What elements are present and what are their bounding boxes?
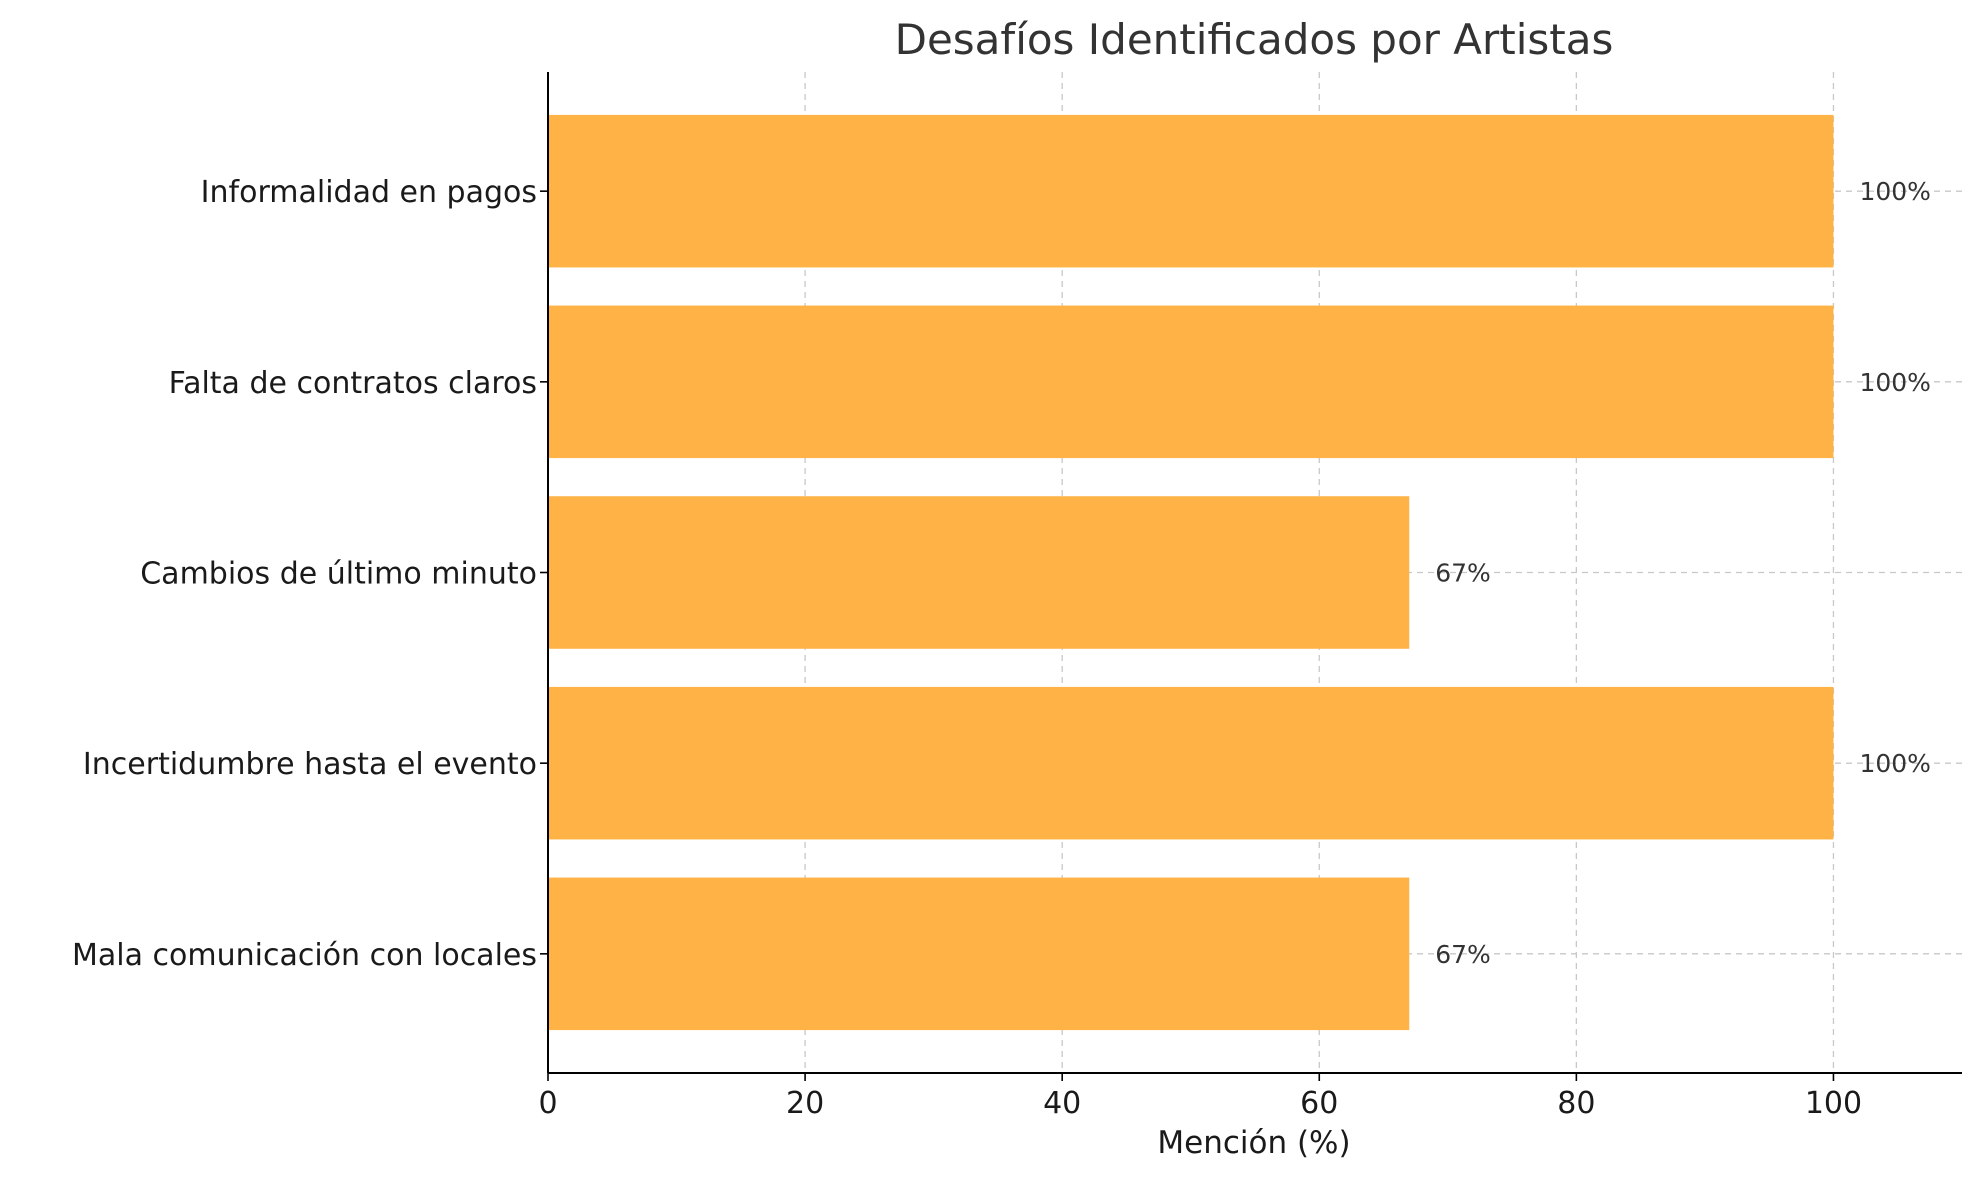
data-label: 100% <box>1859 177 1930 206</box>
bar <box>548 686 1834 840</box>
data-label: 100% <box>1859 368 1930 397</box>
y-tick-label: Cambios de último minuto <box>140 557 537 592</box>
bar <box>548 496 1410 649</box>
x-tick-label: 100 <box>1805 1086 1862 1121</box>
y-tick-label: Informalidad en pagos <box>201 175 537 210</box>
chart-title: Desafíos Identificados por Artistas <box>895 15 1614 64</box>
data-label: 67% <box>1435 940 1491 969</box>
data-label: 67% <box>1435 559 1491 588</box>
axes-layer: Informalidad en pagos Falta de contratos … <box>72 72 1962 1121</box>
labels-layer: 100% 100% 67% 100% 67% <box>1435 177 1931 969</box>
y-tick-label: Mala comunicación con locales <box>72 938 537 973</box>
x-tick-label: 80 <box>1557 1086 1595 1121</box>
bar <box>548 877 1410 1031</box>
x-tick-label: 60 <box>1300 1086 1338 1121</box>
x-tick-label: 20 <box>786 1086 824 1121</box>
x-axis-label: Mención (%) <box>1157 1125 1350 1161</box>
data-label: 100% <box>1859 749 1930 778</box>
x-tick-label: 0 <box>538 1086 557 1121</box>
y-tick-label: Falta de contratos claros <box>169 366 537 401</box>
bars-layer <box>548 114 1834 1031</box>
y-tick-label: Incertidumbre hasta el evento <box>83 747 537 782</box>
x-tick-label: 40 <box>1043 1086 1081 1121</box>
bar <box>548 305 1834 459</box>
bar <box>548 114 1834 268</box>
